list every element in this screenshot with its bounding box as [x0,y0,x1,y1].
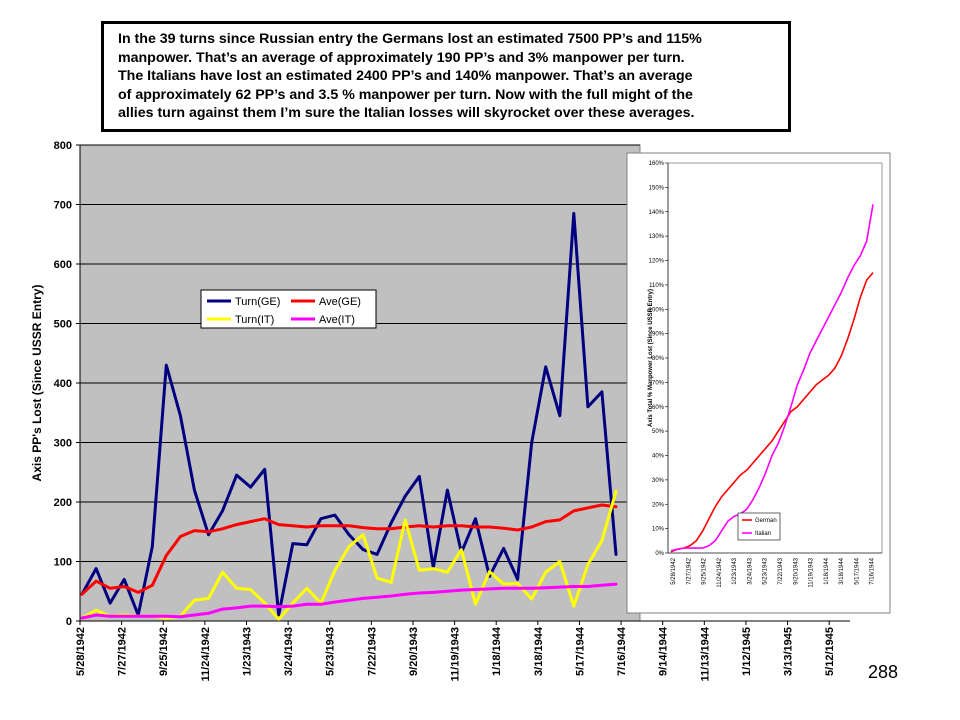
inset-legend-label: German [755,518,777,524]
inset-y-axis-label: Axis Total % Manpower Lost (Since USSR E… [648,289,654,427]
inset-y-tick-label: 110% [649,283,665,289]
inset-y-tick-label: 20% [652,502,665,508]
inset-x-tick-label: 11/24/1942 [717,557,723,587]
commentary-text-box: In the 39 turns since Russian entry the … [101,21,791,132]
inset-gridlines [665,162,882,554]
commentary-line: In the 39 turns since Russian entry the … [118,31,702,47]
inset-legend: German Italian [737,512,781,541]
commentary-line: allies turn against them I’m sure the It… [118,105,695,121]
main-legend-box [200,289,377,329]
main-y-tick-label: 400 [54,378,72,390]
main-x-tick-label: 1/12/1945 [741,627,753,676]
main-x-tick-label: 7/27/1942 [117,627,129,676]
main-x-tick-labels: 5/28/1942 7/27/1942 9/25/1942 11/24/1942 1/2… [75,626,836,681]
series-line-ave-ge [80,503,618,596]
inset-x-tick-label: 5/28/1942 [671,557,677,584]
main-legend-label: Turn(GE) [235,296,280,308]
inset-y-tick-label: 70% [652,380,665,386]
main-x-tick-label: 1/18/1944 [491,626,503,676]
series-line-turn-ge [80,211,618,617]
main-x-tick-label: 3/13/1945 [783,627,795,676]
inset-y-tick-labels: 0% 10% 20% 30% 40% 50% 60% 70% 80% 90% 100% 110% 120… [649,161,665,557]
inset-x-tick-labels: 5/28/1942 7/27/1942 9/25/1942 11/24/1942 1/2… [671,557,876,587]
inset-y-tick-label: 80% [652,356,665,362]
inset-series-line-german [670,272,874,553]
main-x-tick-label: 5/17/1944 [574,626,586,676]
page-number: 288 [868,662,899,682]
inset-x-tick-label: 5/17/1944 [854,557,860,584]
main-x-tick-label: 11/24/1942 [200,627,212,681]
main-legend-label: Ave(IT) [319,314,355,326]
main-y-tick-label: 800 [54,140,72,152]
inset-x-tick-label: 1/23/1943 [732,557,738,584]
inset-chart: 0% 10% 20% 30% 40% 50% 60% 70% 80% 90% 100% 110% 120… [626,152,891,614]
inset-y-tick-label: 50% [652,429,665,435]
main-y-tick-labels: 0 100 200 300 400 500 600 700 800 [54,140,72,628]
inset-y-tick-label: 30% [652,478,665,484]
main-x-tick-label: 7/16/1944 [616,626,628,676]
main-y-tick-label: 300 [54,438,72,450]
commentary-line: manpower. That’s an average of approxima… [118,49,685,66]
inset-x-tick-label: 1/18/1944 [824,557,830,584]
main-y-tick-label: 600 [54,259,72,271]
inset-x-tick-label: 9/25/1942 [702,557,708,584]
main-y-tick-label: 0 [66,616,72,628]
main-legend-label: Ave(GE) [319,296,361,308]
main-x-tick-label: 5/23/1943 [325,627,337,676]
inset-y-tick-label: 0% [655,551,664,557]
commentary-line: The Italians have lost an estimated 2400… [118,68,693,84]
main-x-tick-label: 9/14/1944 [658,626,670,676]
inset-y-tick-label: 100% [649,307,665,313]
main-legend: Turn(GE) Ave(GE) Turn(IT) Ave(IT) [200,289,377,329]
series-line-ave-it [80,582,618,620]
inset-y-tick-label: 160% [649,161,665,167]
main-x-tick-label: 11/19/1943 [450,627,462,681]
inset-legend-box [737,512,781,541]
main-x-tick-label: 3/18/1944 [533,626,545,676]
inset-y-tick-label: 120% [649,259,665,265]
inset-y-tick-label: 90% [652,332,665,338]
main-x-tick-label: 11/13/1944 [699,626,711,681]
main-x-tick-label: 7/22/1943 [366,627,378,676]
inset-y-tick-label: 40% [652,454,665,460]
main-legend-label: Turn(IT) [235,314,274,326]
commentary-line: of approximately 62 PP’s and 3.5 % manpo… [118,86,693,103]
inset-series-line-italian [670,204,874,552]
inset-x-tick-label: 3/18/1944 [839,557,845,584]
main-x-tick-label: 5/12/1945 [824,627,836,676]
main-y-tick-label: 200 [54,497,72,509]
main-x-tick-label: 1/23/1943 [241,627,253,676]
inset-plot-area [667,162,883,554]
main-x-tick-label: 9/20/1943 [408,627,420,676]
inset-x-tick-label: 7/22/1943 [778,557,784,584]
inset-x-tick-label: 5/23/1943 [763,557,769,584]
inset-y-tick-label: 150% [649,185,665,191]
main-y-tick-label: 500 [54,319,72,331]
inset-x-tick-label: 7/27/1942 [686,557,692,584]
main-gridlines [76,144,850,625]
inset-y-tick-label: 10% [652,527,665,533]
main-y-axis-label: Axis PP's Lost (Since USSR Entry) [30,285,44,482]
inset-y-tick-label: 130% [649,234,665,240]
inset-legend-label: Italian [755,531,771,537]
main-series-lines [80,211,618,621]
main-x-tick-label: 5/28/1942 [75,627,87,676]
main-x-tick-label: 9/25/1942 [158,627,170,676]
inset-x-tick-label: 9/20/1943 [793,557,799,584]
main-y-tick-label: 700 [54,200,72,212]
inset-y-tick-label: 140% [649,210,665,216]
inset-series-lines [670,204,874,553]
main-chart: 0 100 200 300 400 500 600 700 800 5/28/1942 7/27/… [30,140,850,681]
inset-x-tick-label: 11/19/1943 [809,557,815,587]
inset-x-tick-label: 7/16/1944 [870,557,876,584]
main-y-tick-label: 100 [54,557,72,569]
inset-x-tick-label: 3/24/1943 [747,557,753,584]
main-x-tick-label: 3/24/1943 [283,627,295,676]
inset-y-tick-label: 60% [652,405,665,411]
